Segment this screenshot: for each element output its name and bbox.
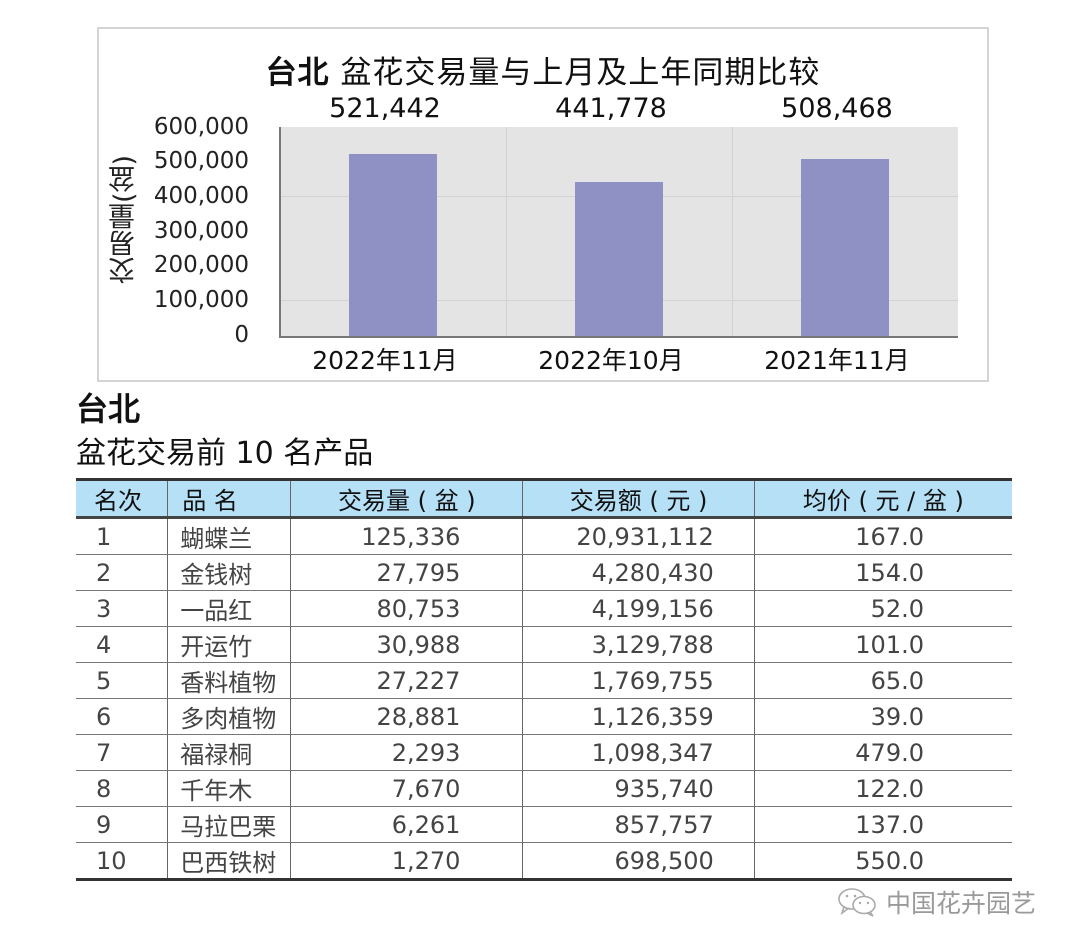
cell-name: 福禄桐 [167,734,291,771]
y-tick: 400,000 [153,183,249,209]
section-title: 盆花交易前 10 名产品 [76,436,374,471]
cell-volume: 28,881 [290,698,523,735]
cell-price: 101.0 [753,626,1012,663]
table-row: 8 千年木 7,670 935,740 122.0 [76,770,1012,807]
chart-title: 台北 盆花交易量与上月及上年同期比较 [99,47,987,92]
wechat-icon [838,888,876,917]
cell-rank: 6 [76,698,168,735]
plot-area [279,127,958,338]
table-row: 6 多肉植物 28,881 1,126,359 39.0 [76,698,1012,735]
cell-volume: 30,988 [290,626,523,663]
cell-rank: 4 [76,626,168,663]
cell-name: 马拉巴栗 [167,806,291,843]
cell-price: 167.0 [753,517,1012,555]
col-header-rank: 名次 [76,478,168,519]
cell-amount: 20,931,112 [522,517,755,555]
cell-volume: 80,753 [290,590,523,627]
cell-name: 一品红 [167,590,291,627]
cell-price: 52.0 [753,590,1012,627]
bar-2022-10 [575,182,663,336]
cell-name: 金钱树 [167,554,291,591]
table-row: 5 香料植物 27,227 1,769,755 65.0 [76,662,1012,699]
watermark: 中国花卉园艺 [836,884,1036,920]
cell-rank: 5 [76,662,168,699]
y-tick: 100,000 [153,287,249,313]
table-header-row: 名次 品 名 交易量 ( 盆 ) 交易额 ( 元 ) 均价 ( 元 / 盆 ) [76,478,1012,519]
bar-value-label: 441,778 [555,93,667,124]
cell-volume: 27,795 [290,554,523,591]
cell-name: 多肉植物 [167,698,291,735]
bar-chart-card: 台北 盆花交易量与上月及上年同期比较 交易量(盆) 600,000 500,00… [97,27,989,382]
cell-price: 479.0 [753,734,1012,771]
cell-name: 蝴蝶兰 [167,517,291,555]
cell-volume: 6,261 [290,806,523,843]
table-row: 1 蝴蝶兰 125,336 20,931,112 167.0 [76,517,1012,555]
cell-name: 千年木 [167,770,291,807]
cell-rank: 10 [76,842,168,881]
y-tick: 0 [234,322,249,348]
cell-name: 巴西铁树 [167,842,291,881]
y-tick: 200,000 [153,252,249,278]
col-header-price: 均价 ( 元 / 盆 ) [753,478,1012,519]
chart-title-text: 盆花交易量与上月及上年同期比较 [329,55,821,91]
cell-price: 65.0 [753,662,1012,699]
gridline [506,127,507,336]
col-header-amount: 交易额 ( 元 ) [522,478,755,519]
y-tick: 300,000 [153,218,249,244]
cell-volume: 1,270 [290,842,523,881]
cell-amount: 935,740 [522,770,755,807]
table-row: 2 金钱树 27,795 4,280,430 154.0 [76,554,1012,591]
cell-name: 香料植物 [167,662,291,699]
y-axis-ticks: 600,000 500,000 400,000 300,000 200,000 … [149,114,249,348]
chart-title-city: 台北 [265,55,330,91]
table-row: 4 开运竹 30,988 3,129,788 101.0 [76,626,1012,663]
col-header-volume: 交易量 ( 盆 ) [290,478,523,519]
cell-name: 开运竹 [167,626,291,663]
cell-price: 137.0 [753,806,1012,843]
cell-volume: 7,670 [290,770,523,807]
y-tick: 600,000 [153,114,249,140]
cell-amount: 698,500 [522,842,755,881]
table-row: 9 马拉巴栗 6,261 857,757 137.0 [76,806,1012,843]
cell-volume: 2,293 [290,734,523,771]
cell-rank: 1 [76,517,168,555]
bar-2021-11 [801,158,889,336]
x-category-label: 2021年11月 [764,346,910,375]
cell-rank: 8 [76,770,168,807]
section-city-heading: 台北 [76,390,141,428]
cell-amount: 4,199,156 [522,590,755,627]
x-category-label: 2022年10月 [538,346,684,375]
cell-amount: 1,126,359 [522,698,755,735]
gridline [732,127,733,336]
cell-amount: 4,280,430 [522,554,755,591]
bar-2022-11 [349,154,437,336]
cell-price: 550.0 [753,842,1012,881]
cell-price: 122.0 [753,770,1012,807]
y-axis-label: 交易量(盆) [109,154,140,284]
cell-amount: 1,098,347 [522,734,755,771]
table-row: 10 巴西铁树 1,270 698,500 550.0 [76,842,1012,881]
cell-volume: 125,336 [290,517,523,555]
cell-amount: 857,757 [522,806,755,843]
cell-rank: 9 [76,806,168,843]
bar-value-label: 521,442 [329,93,441,124]
cell-amount: 3,129,788 [522,626,755,663]
cell-rank: 7 [76,734,168,771]
y-tick: 500,000 [153,148,249,174]
table-row: 7 福禄桐 2,293 1,098,347 479.0 [76,734,1012,771]
cell-price: 39.0 [753,698,1012,735]
cell-amount: 1,769,755 [522,662,755,699]
cell-price: 154.0 [753,554,1012,591]
cell-rank: 2 [76,554,168,591]
cell-volume: 27,227 [290,662,523,699]
col-header-name: 品 名 [167,478,291,519]
x-category-label: 2022年11月 [312,346,458,375]
cell-rank: 3 [76,590,168,627]
watermark-text: 中国花卉园艺 [886,889,1037,918]
top10-table: 名次 品 名 交易量 ( 盆 ) 交易额 ( 元 ) 均价 ( 元 / 盆 ) … [76,478,1012,881]
table-row: 3 一品红 80,753 4,199,156 52.0 [76,590,1012,627]
bar-value-label: 508,468 [781,93,893,124]
